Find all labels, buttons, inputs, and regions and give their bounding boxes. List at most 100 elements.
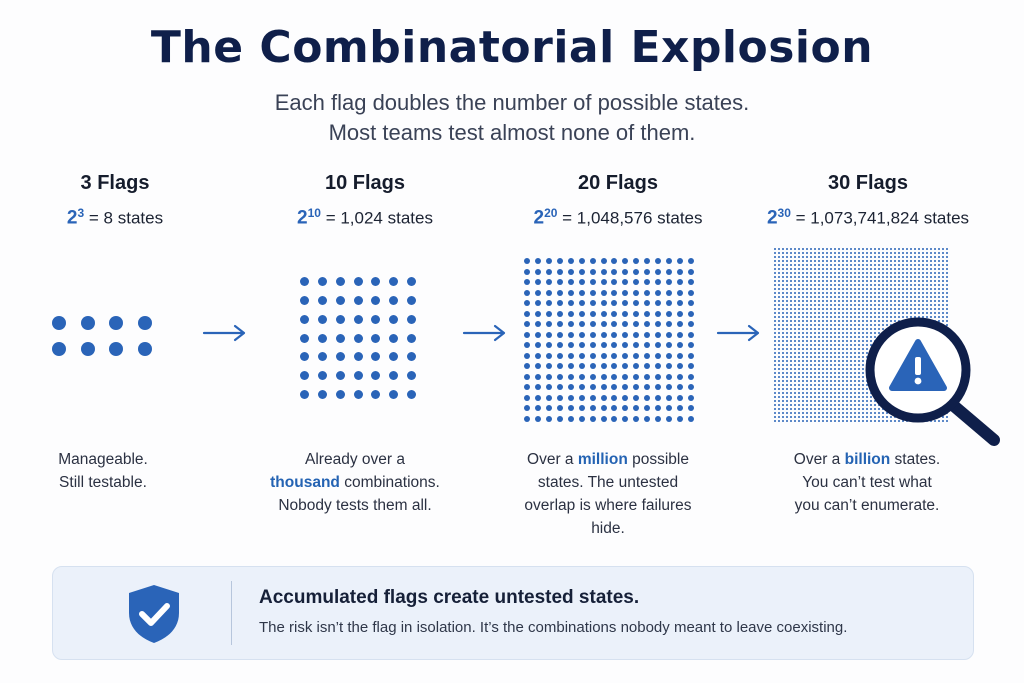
- state-dot: [52, 316, 66, 330]
- state-dot: [893, 291, 897, 295]
- state-dot: [774, 359, 777, 363]
- state-dot: [825, 347, 829, 351]
- state-dot: [857, 287, 861, 291]
- state-dot: [837, 395, 841, 399]
- state-dot: [589, 405, 596, 412]
- state-dot: [688, 342, 694, 349]
- state-dot: [829, 327, 833, 331]
- state-dot: [853, 403, 857, 407]
- state-dot: [611, 268, 618, 275]
- state-dot: [849, 335, 853, 339]
- state-dot: [865, 339, 869, 343]
- state-dot: [777, 407, 781, 411]
- state-dot: [869, 275, 873, 279]
- state-dot: [633, 405, 640, 412]
- state-dot: [929, 279, 933, 283]
- state-dot: [849, 263, 853, 267]
- state-dot: [545, 310, 552, 317]
- state-dot: [407, 352, 416, 362]
- state-dot: [897, 267, 901, 271]
- state-dot: [825, 355, 829, 359]
- state-dot: [869, 403, 873, 407]
- state-dot: [578, 384, 585, 391]
- state-dot: [300, 352, 309, 362]
- state-dot: [885, 287, 889, 291]
- dot-grid-20-flags: [524, 258, 694, 422]
- state-dot: [789, 315, 793, 319]
- state-dot: [389, 371, 399, 381]
- state-dot: [633, 331, 640, 338]
- state-dot: [829, 411, 833, 414]
- state-dot: [909, 303, 913, 307]
- state-dot: [797, 371, 801, 375]
- state-dot: [829, 291, 833, 295]
- state-dot: [837, 379, 841, 383]
- state-dot: [865, 331, 869, 335]
- state-dot: [774, 335, 777, 339]
- state-dot: [901, 263, 905, 267]
- state-dot: [821, 407, 825, 411]
- state-dot: [829, 255, 833, 259]
- state-dot: [785, 295, 789, 299]
- state-dot: [781, 259, 785, 263]
- state-dot: [889, 307, 893, 311]
- state-dot: [897, 251, 901, 255]
- state-dot: [845, 311, 849, 315]
- state-dot: [801, 287, 805, 291]
- state-dot: [809, 327, 813, 331]
- state-dot: [841, 399, 845, 403]
- state-dot: [545, 363, 552, 370]
- state-dot: [925, 303, 929, 307]
- state-dot: [805, 403, 809, 407]
- state-dot: [622, 405, 629, 412]
- description-text: states.: [890, 451, 941, 468]
- description-text: combinations.: [339, 474, 440, 491]
- state-dot: [801, 387, 805, 391]
- state-dot: [861, 375, 865, 379]
- state-dot: [813, 303, 817, 307]
- state-dot: [909, 251, 913, 255]
- state-dot: [865, 251, 869, 255]
- state-dot: [677, 300, 684, 307]
- state-dot: [905, 291, 909, 295]
- state-dot: [666, 331, 673, 338]
- state-dot: [622, 373, 629, 380]
- state-dot: [805, 359, 809, 363]
- state-dot: [809, 279, 813, 283]
- state-dot: [857, 303, 861, 307]
- state-dot: [873, 311, 877, 315]
- column-description: Over a billion states. You can’t test wha…: [752, 448, 982, 517]
- state-dot: [825, 387, 829, 391]
- state-dot: [801, 351, 805, 355]
- state-dot: [813, 283, 817, 287]
- state-dot: [869, 323, 873, 327]
- state-dot: [781, 331, 785, 335]
- state-dot: [793, 335, 797, 339]
- state-dot: [809, 307, 813, 311]
- state-dot: [785, 275, 789, 279]
- equation-exponent: 20: [544, 206, 558, 220]
- state-dot: [905, 279, 909, 283]
- state-dot: [781, 359, 785, 363]
- state-dot: [777, 319, 781, 323]
- state-dot: [945, 415, 948, 418]
- state-dot: [837, 375, 841, 379]
- state-dot: [865, 315, 869, 319]
- equation-result: = 1,024 states: [320, 208, 433, 228]
- state-dot: [789, 379, 793, 383]
- state-dot: [821, 399, 825, 403]
- state-dot: [881, 295, 885, 299]
- description-text: Over a: [527, 451, 578, 468]
- state-dot: [889, 419, 893, 422]
- state-dot: [873, 283, 877, 287]
- state-dot: [873, 323, 877, 327]
- state-dot: [873, 419, 877, 422]
- state-dot: [666, 363, 673, 370]
- state-dot: [789, 399, 793, 403]
- state-dot: [688, 279, 694, 286]
- state-dot: [857, 367, 861, 371]
- state-dot: [578, 258, 585, 264]
- state-dot: [556, 363, 563, 370]
- state-dot: [789, 375, 793, 379]
- state-dot: [821, 307, 825, 311]
